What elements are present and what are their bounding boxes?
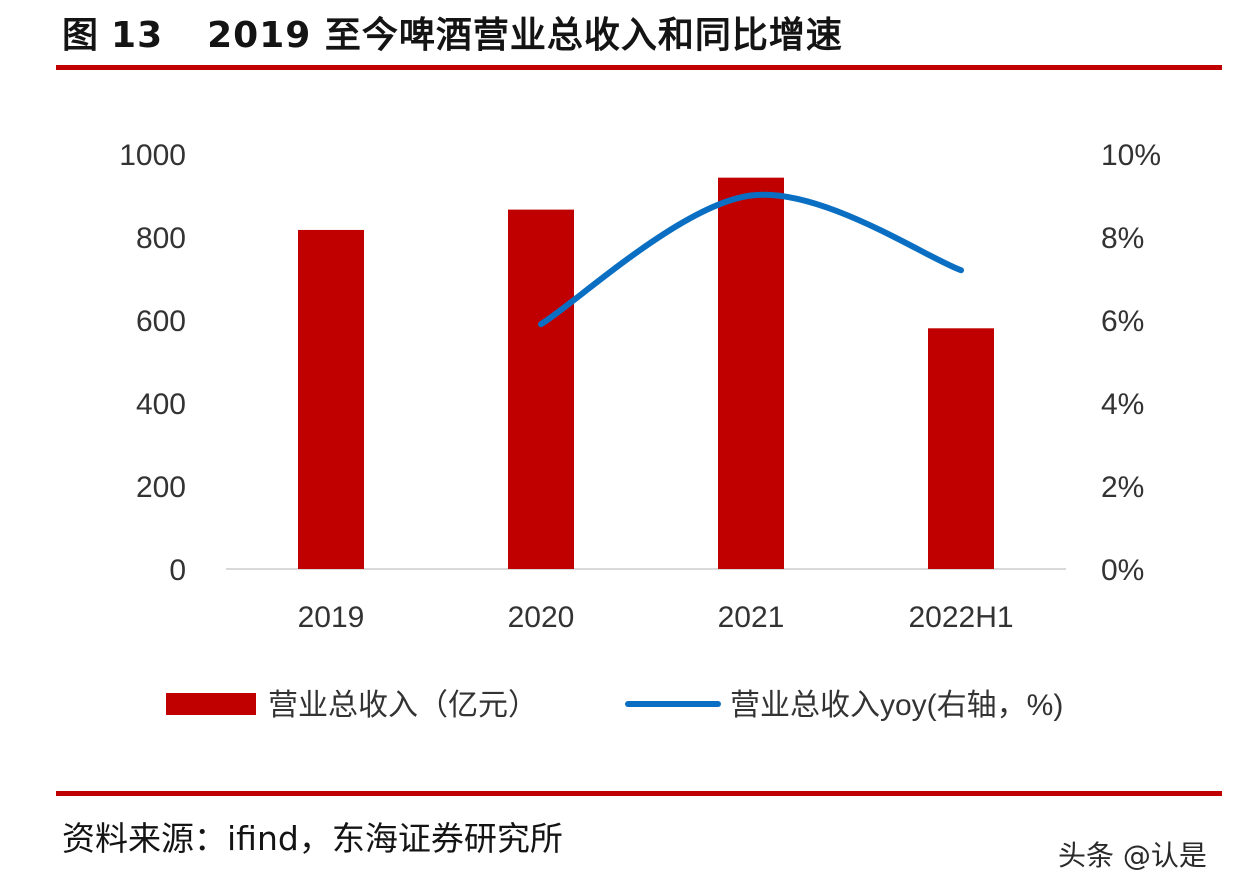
right-axis-tick-label: 6%: [1101, 305, 1144, 338]
figure-title-text: 2019 至今啤酒营业总收入和同比增速: [207, 15, 843, 56]
bar: [928, 328, 994, 569]
right-axis-tick-label: 2%: [1101, 471, 1144, 504]
bar: [508, 209, 574, 570]
bottom-rule: [56, 791, 1222, 796]
left-axis-tick-label: 0: [169, 554, 186, 587]
source-note: 资料来源：ifind，东海证券研究所: [62, 819, 563, 858]
legend-label-line: 营业总收入yoy(右轴，%): [730, 689, 1063, 722]
watermark: 头条 @认是: [1058, 839, 1207, 872]
figure-label: 图: [62, 15, 100, 56]
legend-label-bar: 营业总收入（亿元）: [268, 689, 538, 722]
left-axis-tick-label: 800: [136, 222, 186, 255]
top-rule: [56, 65, 1222, 70]
right-axis-tick-label: 8%: [1101, 222, 1144, 255]
bar: [298, 229, 364, 569]
bar: [718, 177, 784, 569]
x-axis-tick-label: 2019: [298, 601, 365, 634]
figure-title: 图 13 2019 至今啤酒营业总收入和同比增速: [62, 6, 843, 58]
right-axis-tick-label: 0%: [1101, 554, 1144, 587]
x-axis-tick-label: 2021: [718, 601, 785, 634]
left-axis-tick-label: 600: [136, 305, 186, 338]
figure-number: 13: [111, 15, 164, 56]
legend-swatch-bar: [166, 693, 256, 715]
x-axis-tick-label: 2020: [508, 601, 575, 634]
left-axis-tick-label: 1000: [119, 139, 186, 172]
right-axis-tick-label: 10%: [1101, 139, 1161, 172]
right-axis-tick-label: 4%: [1101, 388, 1144, 421]
left-axis-tick-label: 200: [136, 471, 186, 504]
left-axis-tick-label: 400: [136, 388, 186, 421]
x-axis-tick-label: 2022H1: [908, 601, 1013, 634]
